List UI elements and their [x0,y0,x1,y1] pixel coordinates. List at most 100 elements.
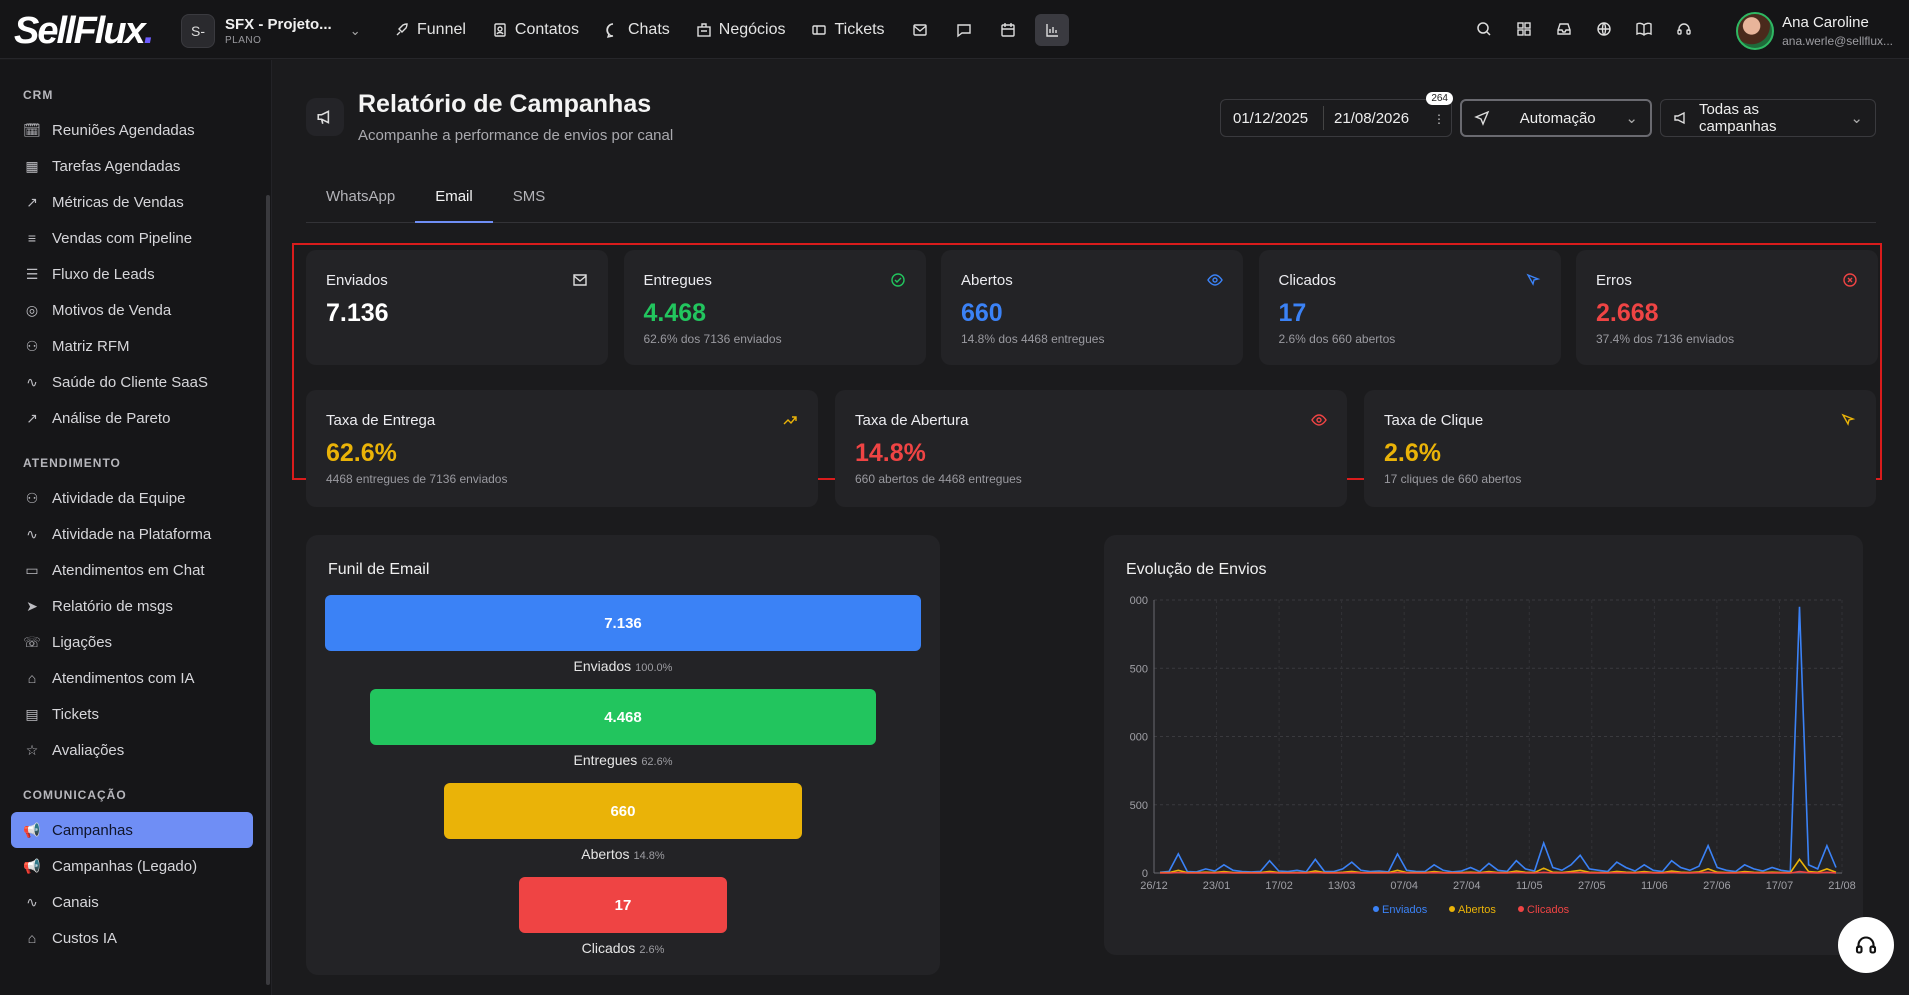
kpi-subtext: 4468 entregues de 7136 enviados [326,472,508,486]
bar-chart-icon [1045,24,1058,37]
sidebar-item[interactable]: ▭ Atendimentos em Chat [0,552,271,588]
sidebar-item-label: Atividade da Equipe [52,489,186,507]
support-button[interactable] [1669,14,1699,44]
sidebar-item[interactable]: ∿ Atividade na Plataforma [0,516,271,552]
tab-email[interactable]: Email [415,180,493,223]
chart-title: Evolução de Envios [1126,561,1267,578]
x-tick-label: 27/05 [1578,880,1606,892]
calendar-icon: ▦ [25,157,39,174]
funnel-bar[interactable]: 7.136 [325,595,921,651]
search-icon [1477,22,1491,36]
language-button[interactable] [1589,14,1619,44]
sellflux-logo[interactable]: SellFlux. [14,10,154,52]
kpi-value: 2.6% [1384,439,1441,467]
trending-up-icon [783,416,797,425]
reports-nav-button[interactable] [1034,14,1069,46]
sidebar-item[interactable]: ▦ Tarefas Agendadas [0,148,271,184]
x-tick-label: 27/04 [1453,880,1481,892]
inbox-button[interactable] [1549,14,1579,44]
project-badge: S- [181,14,215,48]
sidebar-item[interactable]: ◎ Motivos de Venda [0,292,271,328]
tab-sms[interactable]: SMS [512,188,546,205]
chart-card: Evolução de Envios 0 500 000 500 000 26/12 23/… [1104,535,1863,955]
sidebar-item-label: Campanhas [52,821,133,839]
sidebar-item[interactable]: ☆ Avaliações [0,732,271,768]
calendar-icon [1000,23,1015,37]
sidebar-item[interactable]: ∿ Saúde do Cliente SaaS [0,364,271,400]
sidebar-item[interactable]: ⌂ Custos IA [0,920,271,956]
kpi-subtext: 17 cliques de 660 abertos [1384,472,1522,486]
search-button[interactable] [1469,14,1499,44]
date-range-picker[interactable]: 01/12/2025 21/08/2026 ⋮ 264 [1220,92,1453,137]
nav-chats[interactable]: Chats [597,15,678,45]
funnel-card: Funil de Email 7.136 Enviados 100.0% 4.468 E… [306,535,940,975]
sidebar-item[interactable]: ⚇ Matriz RFM [0,328,271,364]
user-email: ana.werle@sellflux... [1782,34,1893,48]
sidebar-scrollbar[interactable] [266,195,270,985]
sidebar-item-label: Vendas com Pipeline [52,229,193,247]
sidebar-item[interactable]: ➤ Relatório de msgs [0,588,271,624]
phone-icon: ☏ [23,633,41,650]
sidebar-item-label: Saúde do Cliente SaaS [52,373,208,391]
x-circle-icon [1843,273,1857,287]
funnel-bar[interactable]: 4.468 [369,689,877,745]
sidebar-item[interactable]: ☏ Ligações [0,624,271,660]
mail-nav-button[interactable] [903,14,937,46]
sidebar-item[interactable]: 🗓 Reuniões Agendadas [0,112,271,148]
megaphone-icon [1674,111,1685,125]
nav-tickets[interactable]: Tickets [803,15,892,45]
megaphone-icon: 📢 [23,857,41,874]
sidebar-item[interactable]: ☰ Fluxo de Leads [0,256,271,292]
x-tick-label: 27/06 [1703,880,1731,892]
building-icon [697,23,711,37]
line-chart[interactable]: 0 500 000 500 000 26/12 23/01 17/02 13/03 07/04 27… [1104,535,1863,955]
x-tick-label: 07/04 [1390,880,1418,892]
user-name: Ana Caroline [1782,14,1869,31]
kpi-card: Erros 2.668 37.4% dos 7136 enviados [1576,250,1878,365]
top-navbar: SellFlux. S- SFX - Projeto... PLANO ⌄ Fu… [0,0,1909,59]
sidebar-item[interactable]: ≡ Vendas com Pipeline [0,220,271,256]
kpi-label: Enviados [326,272,388,289]
project-selector[interactable]: S- SFX - Projeto... PLANO ⌄ [181,14,361,48]
sidebar-item[interactable]: ∿ Canais [0,884,271,920]
apps-button[interactable] [1509,14,1539,44]
kpi-value: 7.136 [326,299,389,327]
kpi-value: 4.468 [643,299,707,327]
funnel-bar[interactable]: 660 [444,783,802,839]
nav-contatos[interactable]: Contatos [484,15,587,45]
sidebar-item[interactable]: ↗ Métricas de Vendas [0,184,271,220]
docs-button[interactable] [1629,14,1659,44]
sidebar-item-label: Motivos de Venda [52,301,172,319]
user-menu[interactable]: Ana Caroline ana.werle@sellflux... [1736,12,1893,50]
sidebar-item[interactable]: 📢 Campanhas (Legado) [0,848,271,884]
help-chat-button[interactable] [1838,917,1894,973]
sidebar-item[interactable]: 📢 Campanhas [11,812,253,848]
sidebar-item-label: Atendimentos com IA [52,669,195,687]
nav-funnel[interactable]: Funnel [386,15,474,45]
avatar [1736,12,1775,50]
campaign-select[interactable]: Todas as campanhas ⌄ [1660,99,1876,137]
tab-whatsapp[interactable]: WhatsApp [326,188,396,205]
calendar-nav-button[interactable] [991,14,1025,46]
sidebar-item[interactable]: ⌂ Atendimentos com IA [0,660,271,696]
message-nav-button[interactable] [947,14,981,46]
kpi-value: 17 [1278,299,1307,327]
eye-icon [1207,274,1223,286]
megaphone-icon [306,98,344,136]
funnel-stage-name: Clicados [581,940,636,956]
sidebar-item[interactable]: ▤ Tickets [0,696,271,732]
page-header: Relatório de Campanhas Acompanhe a perfo… [306,90,673,144]
sidebar-item-label: Atendimentos em Chat [52,561,205,579]
sidebar-item-label: Custos IA [52,929,118,947]
sidebar-item[interactable]: ↗ Análise de Pareto [0,400,271,436]
campaign-value: Todas as campanhas [1698,101,1777,135]
ticket-icon [812,25,827,35]
chat-icon [606,23,614,38]
nav-negocios[interactable]: Negócios [688,15,794,45]
trending-up-icon: ↗ [26,193,38,210]
automation-select[interactable]: Automação ⌄ [1460,99,1652,137]
y-tick-label: 500 [1130,800,1148,812]
sidebar-item[interactable]: ⚇ Atividade da Equipe [0,480,271,516]
funnel-bar[interactable]: 17 [518,877,728,933]
x-tick-label: 26/12 [1140,880,1168,892]
